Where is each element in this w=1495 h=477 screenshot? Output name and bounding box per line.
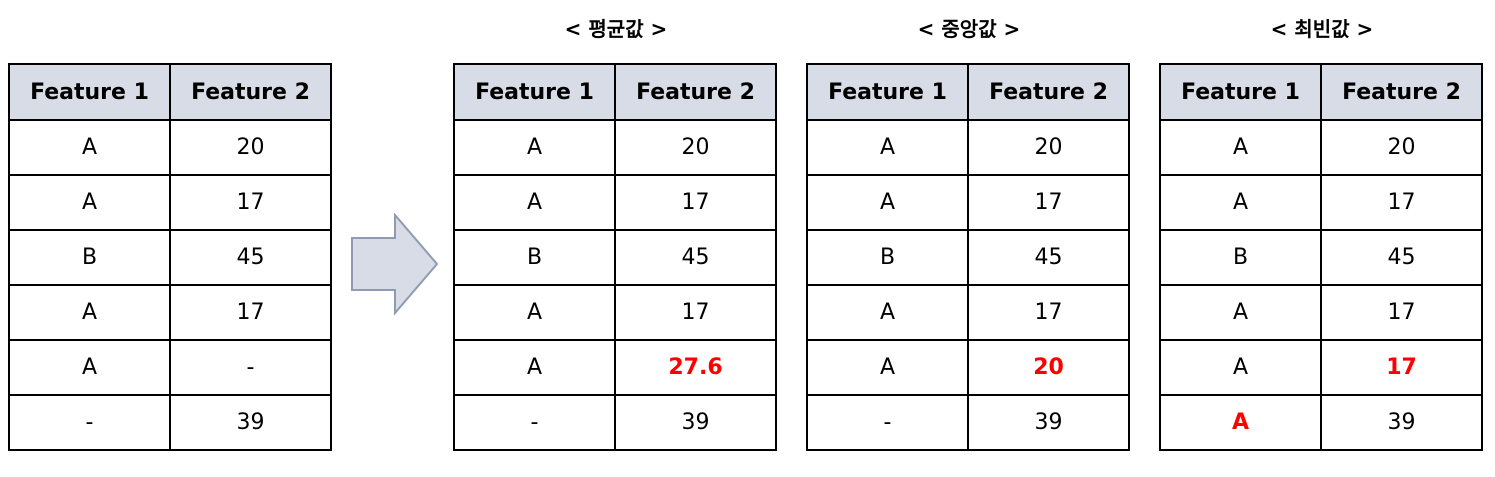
imputed-cell: 20 [967,339,1130,396]
table-cell: A [8,119,171,176]
table-row: A 17 [8,284,332,341]
column-header: Feature 1 [8,63,171,121]
table-cell: A [806,339,969,396]
table-row: A 27.6 [453,339,777,396]
table-cell: B [806,229,969,286]
table-cell: A [8,284,171,341]
table-median: Feature 1 Feature 2 A 20 A 17 B 45 A 17 A 20-39 [806,63,1130,451]
table-row: A- [8,339,332,396]
column-header: Feature 2 [1320,63,1483,121]
table-mean: Feature 1 Feature 2 A 20 A 17 B 45 A 17 A 27.6-39 [453,63,777,451]
table-cell: A [453,339,616,396]
table-cell: 17 [614,174,777,231]
table-row: A 17 [453,284,777,341]
table-row: -39 [8,394,332,451]
table-cell: 45 [1320,229,1483,286]
table-cell: - [8,394,171,451]
table-row: A 17 [1159,284,1483,341]
table-row: A 17 [1159,339,1483,396]
table-cell: A [8,174,171,231]
table-cell: B [8,229,171,286]
table-cell: 39 [169,394,332,451]
table-cell: 39 [614,394,777,451]
table-cell: 17 [614,284,777,341]
table-caption-mode: < 최빈값 > [1270,17,1374,41]
table-cell: A [1159,284,1322,341]
table-row: B 45 [806,229,1130,286]
table-row: A 17 [806,174,1130,231]
table-cell: A [1159,119,1322,176]
table-caption-mean: < 평균값 > [564,17,668,41]
table-cell: A [806,119,969,176]
imputed-cell: 17 [1320,339,1483,396]
column-header: Feature 2 [967,63,1130,121]
table-row: A 17 [453,174,777,231]
table-cell: 45 [169,229,332,286]
table-cell: A [806,174,969,231]
table-cell: 39 [967,394,1130,451]
table-cell: B [453,229,616,286]
table-row: A 17 [8,174,332,231]
table-cell: 17 [169,284,332,341]
table-cell: 17 [1320,284,1483,341]
table-cell: 39 [1320,394,1483,451]
table-caption-median: < 중앙값 > [917,17,1021,41]
table-cell: 20 [614,119,777,176]
table-row: -39 [806,394,1130,451]
table-row: -39 [453,394,777,451]
table-cell: - [169,339,332,396]
column-header: Feature 1 [1159,63,1322,121]
table-row: A 20 [1159,119,1483,176]
table-row: A 20 [453,119,777,176]
table-cell: A [1159,339,1322,396]
table-cell: 45 [614,229,777,286]
table-cell: 17 [169,174,332,231]
column-header: Feature 1 [806,63,969,121]
table-cell: A [1159,174,1322,231]
table-cell: 20 [169,119,332,176]
right-arrow-icon [351,213,439,316]
table-cell: A [806,284,969,341]
table-cell: A [453,284,616,341]
table-cell: A [453,119,616,176]
table-cell: B [1159,229,1322,286]
table-row: A 39 [1159,394,1483,451]
table-row: A 20 [806,339,1130,396]
table-cell: A [8,339,171,396]
imputed-cell: 27.6 [614,339,777,396]
table-cell: 17 [967,174,1130,231]
table-row: B 45 [453,229,777,286]
table-cell: - [453,394,616,451]
table-cell: 45 [967,229,1130,286]
table-row: A 17 [1159,174,1483,231]
header-row: Feature 1 Feature 2 [453,63,777,121]
table-row: A 17 [806,284,1130,341]
imputed-cell: A [1159,394,1322,451]
table-row: B 45 [8,229,332,286]
header-row: Feature 1 Feature 2 [8,63,332,121]
column-header: Feature 2 [614,63,777,121]
column-header: Feature 1 [453,63,616,121]
table-cell: 20 [967,119,1130,176]
table-row: B 45 [1159,229,1483,286]
table-row: A 20 [8,119,332,176]
table-cell: 17 [1320,174,1483,231]
table-cell: 20 [1320,119,1483,176]
header-row: Feature 1 Feature 2 [1159,63,1483,121]
table-original: Feature 1 Feature 2 A 20 A 17 B 45 A 17 A - -39 [8,63,332,451]
table-row: A 20 [806,119,1130,176]
table-mode: Feature 1 Feature 2 A 20 A 17 B 45 A 17 A 17 A 39 [1159,63,1483,451]
table-cell: 17 [967,284,1130,341]
header-row: Feature 1 Feature 2 [806,63,1130,121]
table-cell: - [806,394,969,451]
table-cell: A [453,174,616,231]
column-header: Feature 2 [169,63,332,121]
